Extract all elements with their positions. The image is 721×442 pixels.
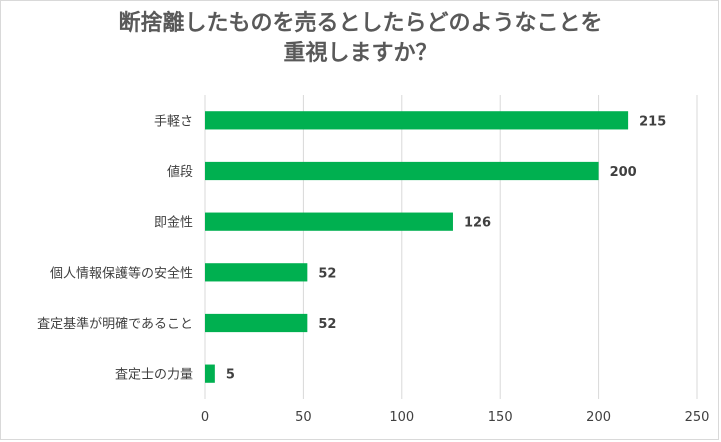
bar: [205, 212, 453, 231]
chart-title: 断捨離したものを売るとしたらどのようなことを 重視しますか？: [1, 9, 720, 69]
category-label: 値段: [167, 164, 193, 180]
data-label: 215: [639, 114, 666, 129]
category-label: 手軽さ: [154, 114, 193, 129]
x-tick-label: 250: [685, 410, 710, 425]
bar: [205, 111, 629, 130]
x-tick-label: 0: [201, 410, 209, 425]
x-tick-label: 100: [389, 410, 414, 425]
x-tick-label: 200: [586, 410, 611, 425]
chart-title-line-2: 重視しますか？: [283, 41, 438, 66]
x-tick-label: 50: [295, 410, 312, 425]
data-label: 200: [610, 165, 637, 180]
bar: [205, 313, 308, 333]
data-label: 126: [464, 216, 491, 231]
bar: [205, 161, 599, 181]
data-label: 52: [318, 317, 336, 332]
chart-title-line-1: 断捨離したものを売るとしたらどのようなことを: [118, 11, 603, 36]
category-label: 査定士の力量: [115, 368, 193, 383]
data-label: 5: [226, 368, 235, 383]
data-label: 52: [318, 266, 336, 281]
bar: [205, 263, 308, 282]
x-tick-label: 150: [488, 410, 513, 425]
bar: [205, 364, 215, 383]
category-label: 個人情報保護等の安全性: [50, 265, 193, 281]
category-label: 即金性: [154, 215, 193, 231]
category-label: 査定基準が明確であること: [37, 316, 193, 332]
